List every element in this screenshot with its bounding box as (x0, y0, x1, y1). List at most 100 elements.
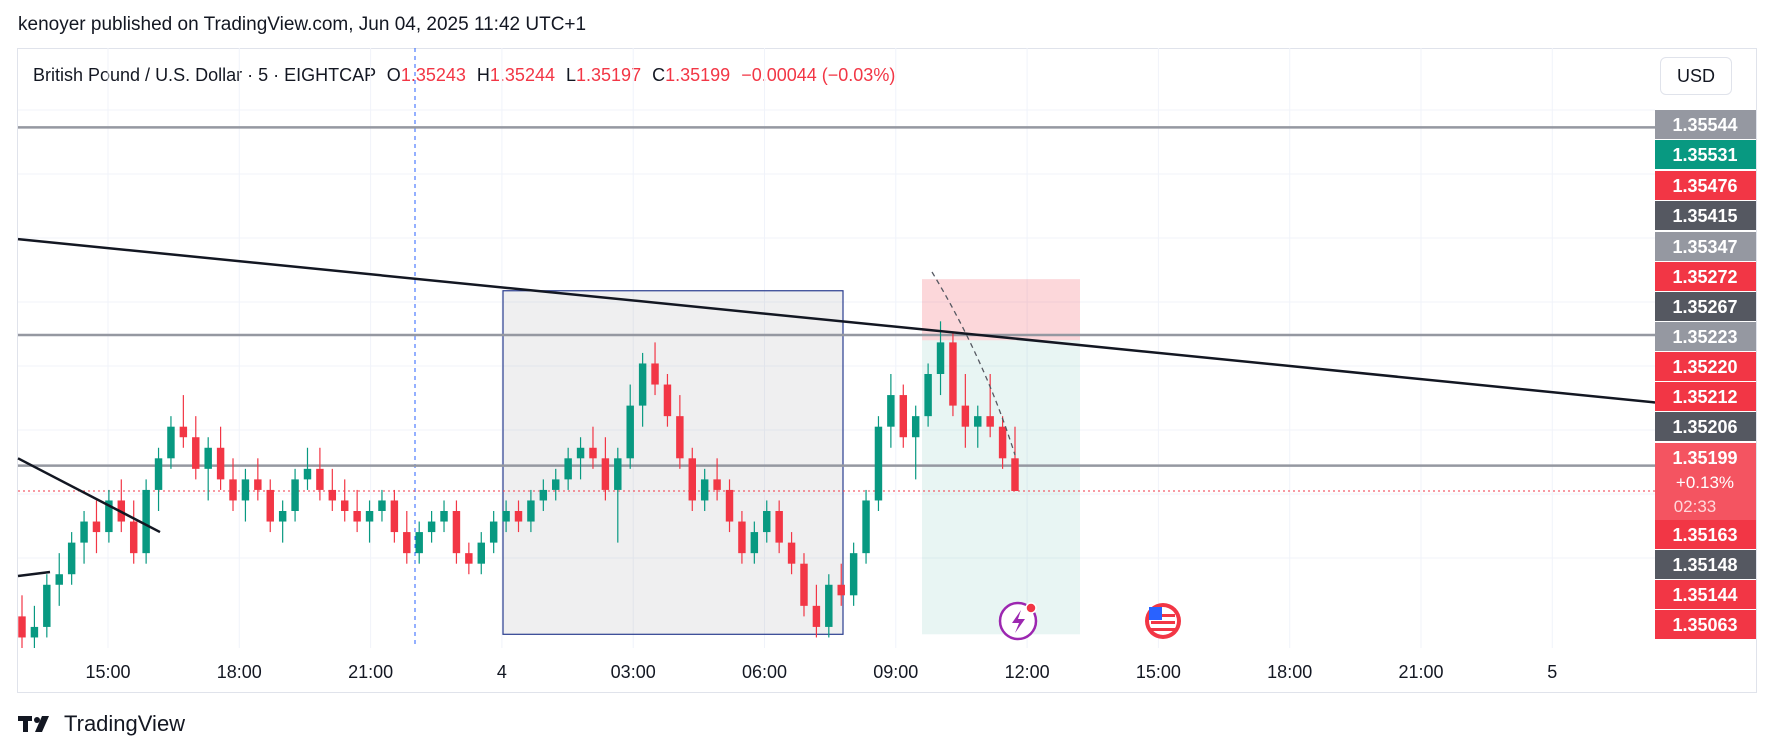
tradingview-logo-icon (18, 716, 49, 732)
candle-body (601, 458, 610, 490)
candle (812, 584, 821, 638)
candle-body (18, 616, 26, 638)
candle (887, 374, 895, 448)
time-tick-label: 15:00 (85, 662, 130, 682)
projection-path (931, 271, 1016, 456)
time-axis[interactable]: 15:00 18:00 21:00 4 03:00 06:00 09:00 12:00 15:0… (85, 662, 1557, 682)
candle (974, 405, 982, 448)
trendline-stub[interactable] (17, 570, 51, 578)
us-flag-event-icon[interactable] (1145, 603, 1181, 639)
candle (353, 489, 361, 533)
candle (688, 447, 696, 511)
candle (117, 479, 126, 533)
candle-body (341, 500, 349, 511)
candle-body (763, 511, 771, 533)
price-label-text: 1.35163 (1672, 525, 1737, 545)
candle (825, 574, 833, 638)
candle (254, 458, 262, 501)
price-axis-labels[interactable]: 1.35544 1.35531 1.35476 1.35415 1.35347 1.352… (1655, 110, 1756, 639)
symbol-name[interactable]: British Pound / U.S. Dollar · 5 · EIGHTC… (33, 65, 376, 85)
candle (936, 321, 945, 396)
low-label: L (566, 65, 577, 85)
price-label-bg (1655, 382, 1756, 411)
candle-body (775, 511, 783, 543)
chart-grid (18, 48, 1655, 648)
candle-body (787, 542, 796, 564)
candle (55, 553, 63, 606)
candle-body (688, 458, 696, 501)
candle (18, 595, 26, 648)
candle-body (998, 426, 1007, 459)
candle-body (589, 447, 597, 459)
candle (67, 532, 76, 585)
candle-body (477, 542, 485, 564)
lightning-event-icon[interactable] (998, 601, 1038, 641)
last-price-change: +0.13% (1676, 473, 1734, 492)
candle-body (663, 384, 672, 417)
price-axis-label: 1.35347 (1655, 232, 1756, 261)
candle (129, 500, 138, 564)
horizontal-levels[interactable] (18, 126, 1655, 467)
candle (502, 500, 510, 533)
candle (949, 331, 957, 417)
last-price-label: 1.35199 +0.13% 02:33 (1655, 443, 1756, 520)
trendline[interactable] (17, 237, 1656, 404)
time-tick-label: 06:00 (742, 662, 787, 682)
candle (341, 479, 349, 522)
candle (452, 500, 461, 564)
open-label: O (386, 65, 401, 85)
candle-body (750, 532, 759, 554)
candle (713, 458, 721, 501)
candle (651, 342, 659, 396)
candle-body (825, 584, 833, 627)
candle-body (365, 511, 374, 522)
trendlines[interactable] (17, 237, 1656, 578)
price-axis-label: 1.35267 (1655, 292, 1756, 321)
candle (291, 468, 299, 522)
candle-body (1011, 458, 1019, 491)
price-label-bg (1655, 201, 1756, 230)
candle-body (911, 416, 920, 438)
time-tick-label: 4 (497, 662, 507, 682)
candle (465, 542, 473, 575)
candle-body (576, 447, 585, 459)
candle (775, 500, 783, 554)
candle (489, 511, 498, 554)
price-axis-label: 1.35163 (1655, 520, 1756, 549)
position-target-zone[interactable] (922, 340, 1080, 635)
price-label-text: 1.35220 (1672, 357, 1737, 377)
candle (204, 437, 212, 501)
candle-body (626, 405, 634, 459)
candle-body (390, 500, 399, 533)
candle (849, 542, 858, 606)
candle-body (899, 395, 908, 438)
trendline-short[interactable] (17, 457, 161, 534)
candle (787, 532, 796, 575)
candle (278, 500, 287, 543)
candle-body (316, 468, 324, 490)
price-label-text: 1.35415 (1672, 206, 1737, 226)
price-label-bg (1655, 171, 1756, 200)
currency-button[interactable]: USD (1660, 57, 1732, 95)
candle (626, 384, 634, 469)
range-box[interactable] (502, 290, 844, 635)
candle (390, 489, 399, 543)
candle-body (924, 374, 932, 417)
brand-name: TradingView (64, 711, 186, 736)
candle-body (291, 479, 299, 511)
price-label-bg (1655, 110, 1756, 139)
candle (92, 500, 101, 554)
candle-body (527, 500, 535, 522)
price-axis-label: 1.35148 (1655, 550, 1756, 579)
price-label-bg (1655, 580, 1756, 609)
candle-body (303, 468, 312, 480)
price-axis-label: 1.35063 (1655, 610, 1756, 639)
candle-body (216, 447, 225, 480)
tradingview-brand[interactable]: TradingView (18, 711, 185, 737)
candle-body (129, 521, 138, 554)
price-axis-label: 1.35206 (1655, 412, 1756, 441)
position-stop-zone[interactable] (922, 279, 1080, 341)
candle (576, 437, 585, 480)
high-value: 1.35244 (489, 65, 555, 85)
